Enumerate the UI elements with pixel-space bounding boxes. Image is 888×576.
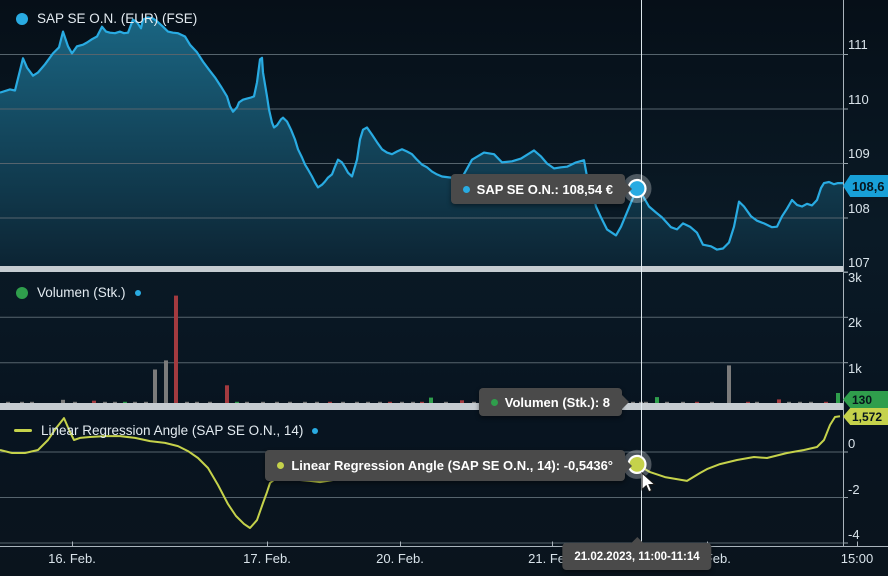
price-line [0,16,843,251]
price-tooltip-text: SAP SE O.N.: 108,54 € [476,181,613,197]
volume-linked-series-dot-icon [134,289,141,296]
angle-tooltip: Linear Regression Angle (SAP SE O.N., 14… [265,450,632,481]
price-tooltip-dot-icon [462,185,470,193]
crosshair-date-tooltip: 21.02.2023, 11:00-11:14 [562,537,712,570]
price-area-fill [0,17,843,268]
volume-series-color-dot [16,286,28,299]
legend-volume-label: Volumen (Stk.) [37,285,126,300]
y-tick-label-volume-1k: 1k [848,361,862,376]
price-marker-glow [622,174,652,204]
legend-angle-label: Linear Regression Angle (SAP SE O.N., 14… [41,423,304,438]
y-tick-label-volume-2k: 2k [848,315,862,330]
legend-volume[interactable]: Volumen (Stk.) [16,285,141,300]
date-tooltip-text: 21.02.2023, 11:00-11:14 [574,550,700,563]
x-tick-label-3: 20. Feb. [376,551,424,566]
angle-linked-series-dot-icon [312,427,319,434]
volume-tooltip-text: Volumen (Stk.): 8 [504,394,610,410]
y-tick-label-angle--2: -2 [848,482,860,497]
last-price-badge: 108,6 [843,175,888,197]
volume-tooltip-dot-icon [490,398,498,406]
volume-tooltip: Volumen (Stk.): 8 [478,388,630,416]
y-tick-label-angle--4: -4 [848,527,860,542]
y-tick-label-price-110: 110 [848,92,869,107]
x-tick-marks [72,541,858,547]
legend-angle[interactable]: Linear Regression Angle (SAP SE O.N., 14… [14,423,319,438]
price-series-color-dot [16,12,28,25]
x-tick-label-6: 15:00 [840,551,874,566]
angle-series-line-swatch [14,429,32,432]
y-tick-marks [843,54,848,544]
angle-tooltip-text: Linear Regression Angle (SAP SE O.N., 14… [291,458,613,473]
y-tick-label-price-108: 108 [848,201,870,216]
y-tick-label-angle-0: 0 [848,436,856,451]
price-tooltip: SAP SE O.N.: 108,54 € [450,174,633,204]
panel-divider-2[interactable] [0,403,843,410]
panel-divider-1[interactable] [0,266,843,272]
y-tick-label-price-109: 109 [848,146,870,161]
volume-gridlines [0,316,843,364]
x-tick-label-1: 16. Feb. [48,551,96,566]
mouse-cursor-icon [641,472,656,493]
legend-price[interactable]: SAP SE O.N. (EUR) (FSE) [16,11,197,26]
legend-price-label: SAP SE O.N. (EUR) (FSE) [37,11,198,26]
y-tick-label-volume-3k: 3k [848,270,862,285]
angle-tooltip-dot-icon [277,462,285,469]
x-tick-label-2: 17. Feb. [243,551,291,566]
last-volume-badge: 130 [843,391,888,408]
volume-bars [6,295,840,403]
y-tick-label-price-111: 111 [848,37,868,52]
last-angle-badge: 1,572 [843,408,888,425]
y-tick-label-price-107: 107 [848,255,870,270]
